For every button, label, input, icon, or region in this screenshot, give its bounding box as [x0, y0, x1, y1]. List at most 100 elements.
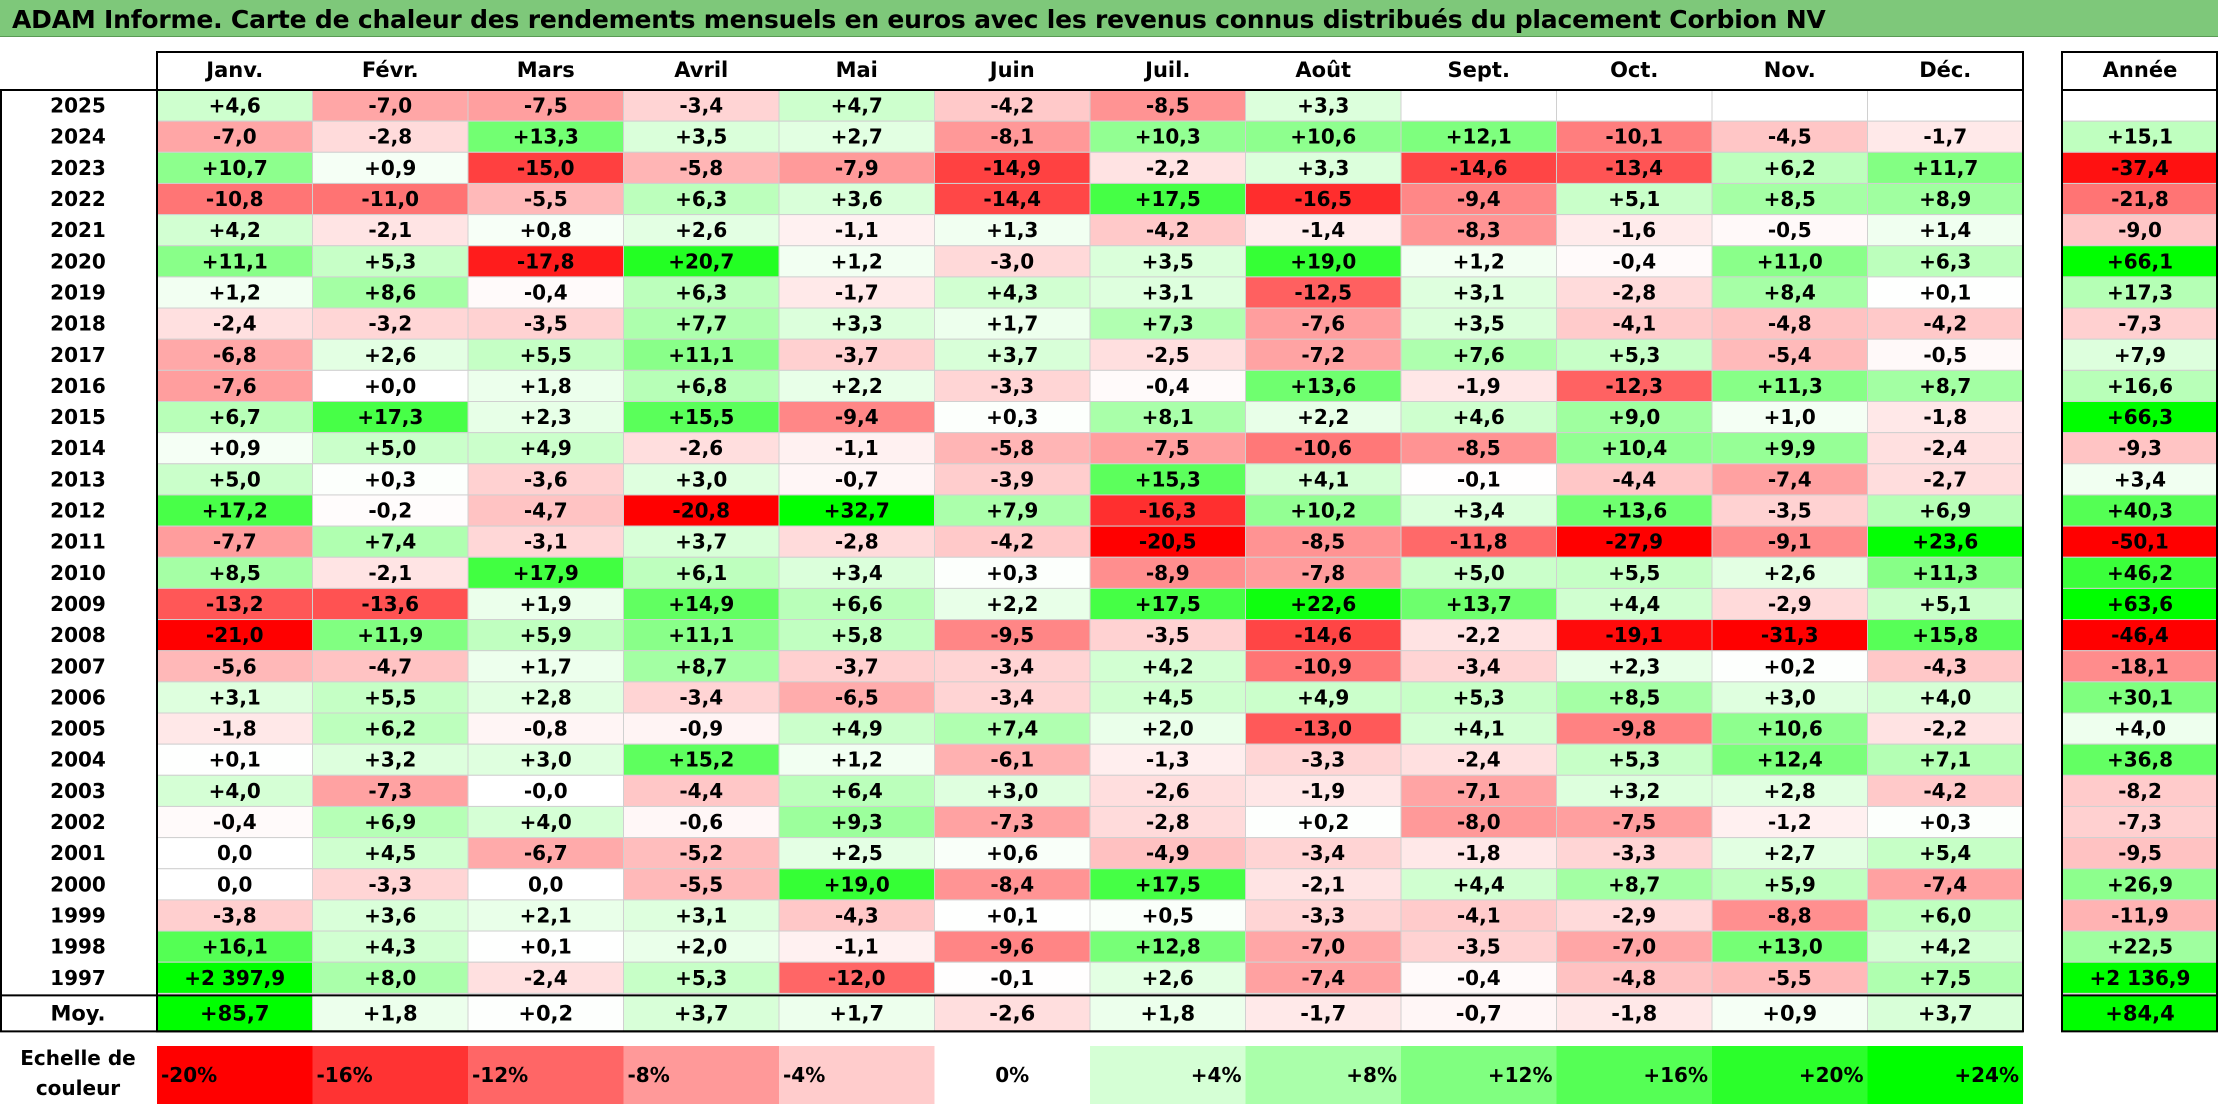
heat-cell-value: +0,1	[1919, 280, 1971, 304]
heat-cell-value: +3,4	[1453, 499, 1505, 523]
annual-cell-value: -21,8	[2111, 187, 2169, 211]
average-cell-value: -1,8	[1611, 1001, 1657, 1025]
heat-cell	[156, 961, 313, 994]
heat-cell	[934, 369, 1091, 403]
heat-cell	[1245, 868, 1402, 901]
heat-cell-value: +16,1	[202, 935, 268, 959]
heat-cell-value: -3,3	[990, 374, 1034, 398]
heat-cell	[1400, 494, 1557, 527]
heat-cell	[1245, 650, 1402, 683]
heat-cell-value: -14,6	[1450, 156, 1508, 180]
year-label: 2022	[50, 187, 106, 211]
heat-cell-value: +17,3	[357, 405, 423, 429]
heat-cell	[778, 401, 935, 434]
heat-cell-value: -14,6	[1294, 623, 1352, 647]
heat-cell-value: +3,3	[1297, 94, 1349, 118]
heat-cell	[1089, 120, 1246, 153]
heat-cell-value: -0,0	[524, 779, 568, 803]
heat-cell-value: -9,5	[990, 623, 1034, 647]
heat-cell	[1867, 650, 2024, 683]
heat-cell	[934, 494, 1091, 527]
heat-cell-value: -7,3	[368, 779, 412, 803]
heat-cell-value: +10,6	[1290, 125, 1356, 149]
scale-label-value: -16%	[317, 1063, 373, 1087]
annual-cell	[2061, 494, 2218, 527]
average-cell	[1556, 994, 1713, 1032]
heat-cell-value: -3,7	[835, 343, 879, 367]
heat-cell-value: -4,9	[1146, 841, 1190, 865]
annual-cell-value: +22,5	[2107, 935, 2173, 959]
heat-cell	[934, 868, 1091, 901]
heat-cell-value: -4,5	[1768, 125, 1812, 149]
year-label: 2013	[50, 467, 106, 491]
heat-cell-value: +11,1	[668, 343, 734, 367]
heat-cell-value: +17,2	[202, 499, 268, 523]
heat-cell	[1711, 120, 1868, 153]
year-label: 2015	[50, 405, 106, 429]
heat-cell-value: -7,6	[213, 374, 257, 398]
heat-cell	[467, 494, 624, 527]
month-header: Juin	[988, 58, 1035, 82]
heat-cell	[1400, 89, 1557, 122]
heat-cell-value: +3,3	[831, 312, 883, 336]
heat-cell	[1711, 930, 1868, 963]
heat-cell-value: -13,4	[1605, 156, 1663, 180]
heat-cell	[934, 619, 1091, 652]
scale-label-value: +16%	[1643, 1063, 1708, 1087]
heat-cell-value: +8,6	[364, 280, 416, 304]
heat-cell	[312, 307, 469, 340]
heat-cell-value: +4,2	[1142, 654, 1194, 678]
heat-cell	[1089, 805, 1246, 839]
month-header: Mai	[836, 58, 878, 82]
heat-cell-value: +4,2	[209, 218, 261, 242]
heat-cell-value: +1,2	[831, 748, 883, 772]
annual-cell	[2061, 619, 2218, 652]
heat-cell	[1556, 712, 1713, 745]
heat-cell	[1245, 338, 1402, 371]
heat-cell-value: +8,0	[364, 966, 416, 990]
heat-cell	[467, 587, 624, 621]
heat-cell-value: +2,1	[520, 903, 572, 927]
heat-cell-value: +7,5	[1919, 966, 1971, 990]
heat-cell-value: -7,1	[1457, 779, 1501, 803]
annual-cell-value: +17,3	[2107, 280, 2173, 304]
heat-cell-value: -2,4	[213, 312, 257, 336]
heat-cell	[1711, 432, 1868, 465]
heat-cell	[623, 712, 780, 745]
scale-label-value: 0%	[995, 1063, 1029, 1087]
heat-cell	[1556, 525, 1713, 558]
year-label: 2005	[50, 717, 106, 741]
heat-cell-value: +2,2	[986, 592, 1038, 616]
heat-cell	[467, 556, 624, 589]
heat-cell	[934, 401, 1091, 434]
heat-cell-value: -1,6	[1612, 218, 1656, 242]
heat-cell	[1089, 525, 1246, 558]
heat-cell	[623, 214, 780, 247]
heat-cell-value: -4,1	[1457, 903, 1501, 927]
heat-cell	[778, 214, 935, 247]
year-label: 2000	[50, 872, 106, 896]
heat-cell-value: -3,4	[990, 654, 1034, 678]
heat-cell	[623, 182, 780, 216]
year-label: 2020	[50, 249, 106, 273]
heat-cell-value: +4,4	[1453, 872, 1505, 896]
heat-cell-value: -12,5	[1294, 280, 1352, 304]
heat-cell-value: +3,5	[1453, 312, 1505, 336]
heat-cell-value: -2,4	[1923, 436, 1967, 460]
heat-cell-value: -2,2	[1923, 717, 1967, 741]
heat-cell-value: -8,5	[1457, 436, 1501, 460]
heat-cell	[623, 307, 780, 340]
heat-cell-value: -8,3	[1457, 218, 1501, 242]
heat-cell-value: +5,0	[209, 467, 261, 491]
heat-cell	[623, 743, 780, 776]
heat-cell	[778, 837, 935, 870]
heat-cell	[312, 961, 469, 994]
heat-cell-value: -1,1	[835, 436, 879, 460]
heat-cell-value: -3,3	[1301, 748, 1345, 772]
average-cell-value: -0,7	[1456, 1001, 1502, 1025]
heat-cell-value: +10,3	[1135, 125, 1201, 149]
heat-cell-value: +10,2	[1290, 499, 1356, 523]
heat-cell	[156, 712, 313, 745]
heat-cell-value: +10,4	[1601, 436, 1667, 460]
